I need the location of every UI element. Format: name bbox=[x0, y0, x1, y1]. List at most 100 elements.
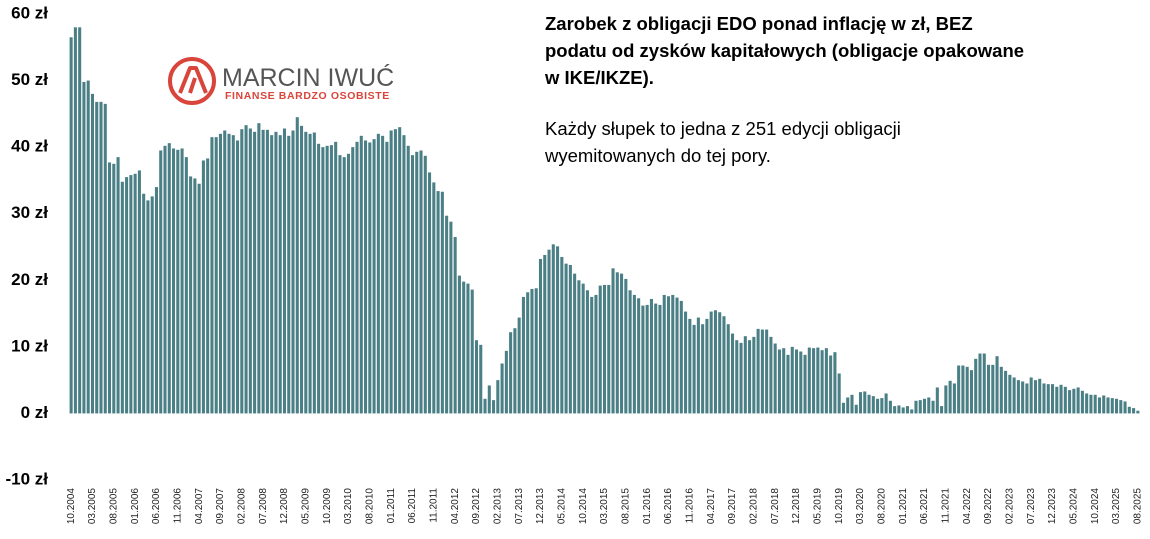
bar bbox=[1055, 386, 1059, 414]
y-tick-label: -10 zł bbox=[5, 469, 48, 488]
bar bbox=[568, 264, 572, 414]
bar bbox=[423, 155, 427, 414]
x-tick-label: 02.2023 bbox=[1004, 488, 1015, 525]
bar bbox=[270, 135, 274, 414]
bar bbox=[841, 402, 845, 414]
x-tick-label: 11.2016 bbox=[684, 488, 695, 524]
bar bbox=[261, 129, 265, 414]
y-tick-label: 40 zł bbox=[11, 137, 48, 156]
bar bbox=[265, 129, 269, 414]
y-tick-label: 30 zł bbox=[11, 203, 48, 222]
bar bbox=[492, 400, 496, 414]
bar bbox=[73, 27, 77, 414]
bar bbox=[756, 328, 760, 414]
bar bbox=[304, 131, 308, 414]
bar bbox=[457, 275, 461, 414]
bar bbox=[765, 329, 769, 414]
x-tick-label: 08.2005 bbox=[108, 488, 119, 525]
bar bbox=[730, 333, 735, 414]
bar bbox=[893, 406, 897, 414]
bar bbox=[428, 172, 432, 414]
bar bbox=[931, 400, 935, 414]
bar bbox=[159, 150, 163, 414]
bar bbox=[769, 336, 773, 414]
bar bbox=[240, 129, 244, 414]
bar bbox=[419, 150, 423, 414]
bar bbox=[927, 397, 931, 414]
bar bbox=[274, 131, 278, 414]
bar bbox=[317, 143, 321, 414]
bar bbox=[982, 353, 986, 414]
x-tick-label: 12.2018 bbox=[791, 488, 802, 525]
bar bbox=[534, 288, 538, 414]
bar bbox=[406, 145, 410, 414]
bar bbox=[1102, 395, 1106, 414]
bar bbox=[197, 183, 201, 414]
x-tick-label: 02.2008 bbox=[236, 488, 247, 525]
bar bbox=[1021, 381, 1025, 414]
bar bbox=[107, 162, 112, 414]
bar bbox=[291, 130, 295, 414]
bar bbox=[854, 404, 858, 414]
bar bbox=[1033, 380, 1037, 414]
x-tick-label: 09.2017 bbox=[727, 488, 738, 525]
bar bbox=[1046, 384, 1050, 414]
bar bbox=[696, 317, 700, 414]
bar bbox=[526, 292, 530, 414]
bar bbox=[513, 328, 517, 414]
bar bbox=[218, 133, 223, 414]
bar bbox=[470, 289, 474, 414]
bar bbox=[585, 290, 589, 414]
bar bbox=[1110, 398, 1114, 414]
x-tick-label: 05.2019 bbox=[812, 488, 823, 525]
bar bbox=[547, 249, 551, 414]
bar bbox=[722, 316, 726, 414]
x-tick-label: 03.2025 bbox=[1111, 488, 1122, 525]
x-tick-label: 10.2014 bbox=[578, 488, 589, 525]
bar bbox=[969, 370, 973, 414]
y-tick-label: 50 zł bbox=[11, 70, 48, 89]
bar bbox=[163, 145, 167, 414]
x-tick-label: 06.2021 bbox=[919, 488, 930, 525]
x-tick-label: 05.2009 bbox=[300, 488, 311, 525]
bar bbox=[846, 397, 850, 414]
bar bbox=[214, 137, 218, 414]
bar bbox=[78, 27, 82, 414]
bar bbox=[611, 268, 615, 414]
bar bbox=[649, 298, 653, 414]
bar bbox=[888, 400, 892, 414]
bar bbox=[944, 385, 948, 414]
bar bbox=[146, 200, 150, 414]
bar bbox=[1119, 400, 1123, 414]
bar bbox=[786, 354, 790, 414]
bar bbox=[1085, 393, 1089, 414]
bar bbox=[701, 324, 705, 414]
bar bbox=[227, 133, 231, 414]
bar bbox=[884, 393, 888, 414]
bar bbox=[1076, 387, 1080, 414]
bar bbox=[876, 398, 880, 414]
bar bbox=[500, 363, 504, 414]
x-tick-label: 01.2016 bbox=[642, 488, 653, 525]
bar bbox=[760, 329, 764, 414]
bar bbox=[1042, 383, 1046, 414]
bar bbox=[172, 148, 176, 414]
bar bbox=[372, 139, 376, 414]
bar bbox=[479, 344, 483, 414]
bar bbox=[1106, 397, 1110, 414]
bar bbox=[705, 318, 709, 414]
bar bbox=[573, 273, 577, 414]
bar bbox=[948, 380, 952, 414]
bar bbox=[688, 318, 692, 414]
bar bbox=[504, 350, 508, 414]
bar bbox=[189, 176, 193, 414]
bar bbox=[1038, 378, 1042, 414]
bar bbox=[453, 237, 457, 414]
bar bbox=[850, 394, 854, 414]
bar bbox=[718, 312, 722, 414]
bar bbox=[364, 140, 368, 414]
bar bbox=[236, 140, 240, 414]
bar bbox=[376, 133, 380, 414]
x-tick-label: 01.2021 bbox=[898, 488, 909, 525]
bar bbox=[590, 296, 594, 414]
